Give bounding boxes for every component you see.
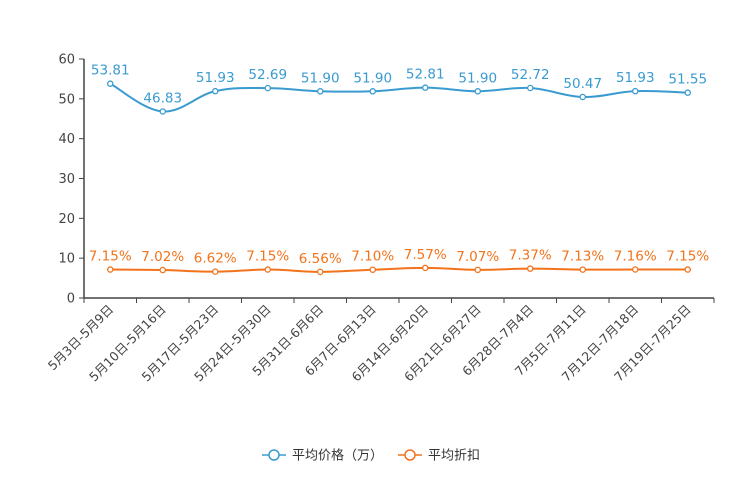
- data-point: [369, 266, 376, 273]
- y-tick-label: 10: [58, 252, 75, 267]
- data-point: [579, 93, 587, 101]
- data-point: [527, 84, 534, 92]
- data-point: [527, 265, 534, 272]
- data-point: [632, 266, 639, 273]
- data-label: 7.15%: [246, 249, 289, 265]
- data-label: 50.47: [563, 76, 602, 92]
- data-label: 51.55: [668, 72, 707, 88]
- data-label: 51.90: [458, 70, 497, 86]
- legend-marker: [404, 449, 416, 461]
- data-point: [369, 88, 376, 95]
- data-label: 6.56%: [299, 251, 342, 267]
- data-point: [264, 266, 271, 273]
- y-tick-label: 0: [67, 292, 75, 307]
- data-point: [264, 84, 271, 92]
- data-label: 7.07%: [456, 249, 499, 265]
- data-point: [684, 89, 692, 96]
- y-axis-ticks: 0 10 20 30 40 50 60: [58, 53, 84, 307]
- legend-item-avg-discount: 平均折扣: [398, 449, 480, 464]
- series-line: [110, 266, 688, 273]
- series-avg-price: 53.81 46.83 51.93 52.69 51.90 51.90 52.81 51.90…: [91, 63, 707, 115]
- data-point: [159, 108, 166, 115]
- data-label: 52.72: [511, 67, 550, 83]
- data-label: 7.15%: [666, 249, 709, 265]
- data-label: 51.93: [616, 70, 655, 86]
- data-point: [421, 264, 429, 272]
- data-point: [211, 87, 219, 95]
- data-label: 52.69: [248, 67, 287, 83]
- data-point: [107, 80, 114, 87]
- data-point: [316, 88, 324, 95]
- series-layer: 53.81 46.83 51.93 52.69 51.90 51.90 52.81 51.90…: [89, 63, 709, 276]
- data-point: [316, 268, 324, 276]
- data-label: 53.81: [91, 63, 130, 79]
- data-label: 7.10%: [351, 249, 394, 265]
- y-tick-label: 30: [58, 172, 75, 187]
- data-point: [474, 88, 481, 95]
- data-point: [107, 266, 114, 273]
- legend-item-avg-price: 平均价格（万）: [262, 448, 383, 464]
- legend: 平均价格（万） 平均折扣: [262, 448, 480, 464]
- data-point: [211, 268, 219, 275]
- data-label: 46.83: [143, 90, 182, 106]
- data-label: 7.57%: [404, 247, 447, 263]
- data-point: [632, 87, 639, 95]
- data-label: 52.81: [406, 67, 445, 83]
- data-point: [159, 266, 166, 274]
- data-point: [474, 266, 481, 274]
- legend-marker: [268, 449, 280, 461]
- data-point: [579, 266, 587, 273]
- data-point: [421, 84, 429, 91]
- legend-label: 平均价格（万）: [292, 448, 383, 464]
- data-label: 6.62%: [194, 251, 237, 267]
- data-label: 51.93: [196, 70, 235, 86]
- data-label: 51.90: [353, 70, 392, 86]
- data-label: 7.37%: [509, 248, 552, 264]
- series-avg-discount: 7.15% 7.02% 6.62% 7.15% 6.56% 7.10% 7.57% 7.07%…: [89, 247, 709, 276]
- y-tick-label: 60: [58, 53, 75, 68]
- y-tick-label: 40: [58, 132, 75, 147]
- data-label: 51.90: [301, 70, 340, 86]
- legend-label: 平均折扣: [428, 449, 480, 464]
- data-label: 7.15%: [89, 249, 132, 265]
- y-tick-label: 50: [58, 92, 75, 107]
- data-label: 7.16%: [614, 248, 657, 264]
- data-point: [684, 266, 692, 273]
- series-line: [109, 82, 688, 113]
- x-axis-ticks: 5月3日-5月9日5月10日-5月16日5月17日-5月23日5月24日-5月3…: [45, 298, 715, 384]
- y-tick-label: 20: [58, 212, 75, 227]
- data-label: 7.13%: [561, 249, 604, 265]
- data-label: 7.02%: [141, 249, 184, 265]
